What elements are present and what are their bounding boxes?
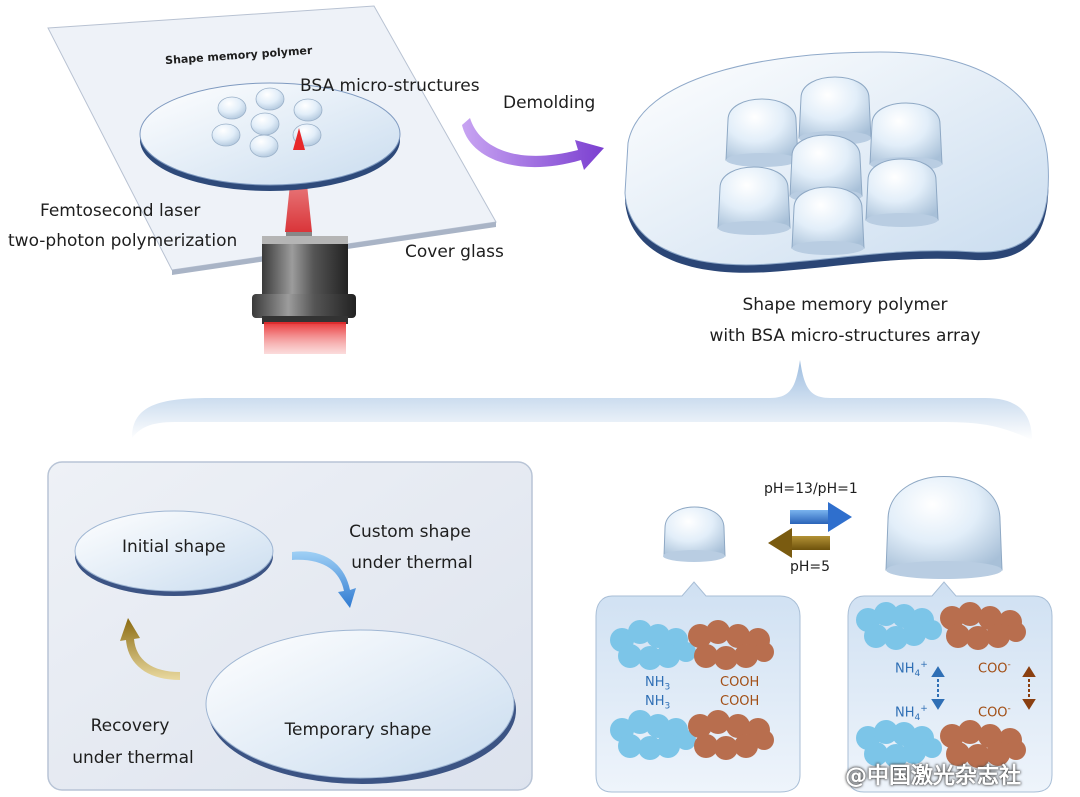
label-array-line1: Shape memory polymer [742, 295, 948, 315]
chem-nh4-upper: NH4+ [895, 660, 928, 679]
label-femtosecond-laser: Femtosecond laser [40, 201, 201, 221]
chem-nh3-lower: NH3 [645, 694, 671, 712]
label-cover-glass: Cover glass [405, 242, 504, 262]
bsa-micro-domes-large [717, 76, 943, 255]
initial-shape-disk [74, 510, 274, 596]
label-bsa-micro-structures: BSA micro-structures [300, 76, 480, 96]
custom-shape-arrow [292, 551, 356, 608]
repulsion-arrow-blue [931, 666, 945, 710]
small-bsa-dome [663, 506, 726, 562]
temporary-shape-disk [205, 629, 516, 784]
chem-coo-lower: COO- [978, 704, 1011, 721]
label-custom-shape-line2: under thermal [351, 553, 473, 573]
recovery-arrow [120, 618, 180, 680]
laser-focus [293, 128, 305, 150]
watermark: @中国激光杂志社 [845, 764, 1022, 789]
label-recovery-line2: under thermal [72, 748, 194, 768]
molecule-box-left [595, 581, 801, 793]
chem-coo-upper: COO- [978, 660, 1011, 677]
bracket [132, 360, 1032, 440]
demolding-arrow [462, 118, 604, 170]
protein-cluster-left-top [610, 620, 774, 670]
ph-forward-arrow [790, 502, 852, 532]
repulsion-arrow-brown [1022, 666, 1036, 710]
label-ph-high: pH=13/pH=1 [764, 481, 858, 497]
chem-nh4-lower: NH4+ [895, 704, 928, 723]
chem-cooh-lower: COOH [720, 694, 760, 709]
protein-cluster-right-bottom [856, 720, 1026, 768]
label-temporary-shape: Temporary shape [284, 720, 432, 740]
label-recovery-line1: Recovery [90, 716, 170, 736]
chem-nh3-upper: NH3 [645, 675, 671, 693]
chem-cooh-upper: COOH [720, 675, 760, 690]
large-bsa-dome [885, 476, 1003, 579]
label-ph-low: pH=5 [790, 559, 831, 575]
label-two-photon-polymerization: two-photon polymerization [8, 231, 238, 251]
ph-reverse-arrow [768, 528, 830, 558]
label-demolding: Demolding [503, 93, 596, 113]
objective-lens [252, 232, 356, 354]
label-array-line2: with BSA micro-structures array [709, 326, 981, 346]
label-custom-shape-line1: Custom shape [349, 522, 471, 542]
protein-cluster-left-bottom [610, 710, 774, 760]
label-initial-shape: Initial shape [122, 537, 226, 557]
protein-cluster-right-top [856, 602, 1026, 650]
